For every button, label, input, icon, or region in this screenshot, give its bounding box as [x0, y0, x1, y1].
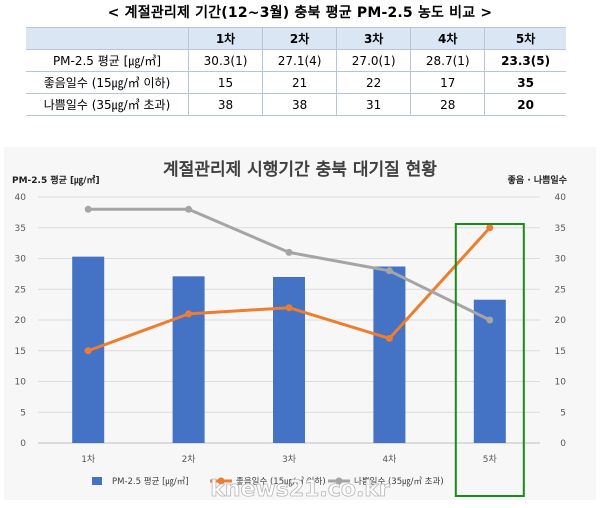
y-tick-label-right: 15 — [555, 347, 566, 357]
bar — [473, 299, 506, 443]
y-tick-label-left: 30 — [15, 255, 27, 265]
table-row: PM-2.5 평균 [㎍/㎥] 30.3(1) 27.1(4) 27.0(1) … — [26, 49, 566, 72]
line-point — [185, 310, 193, 318]
table-col-header: 2차 — [262, 27, 338, 50]
x-tick-label: 2차 — [182, 453, 197, 465]
y-tick-label-right: 20 — [555, 316, 567, 326]
bar — [172, 276, 205, 443]
table-cell: 27.0(1) — [336, 49, 412, 72]
table-cell: 30.3(1) — [187, 49, 264, 72]
chart-title: 계절관리제 시행기간 충북 대기질 현황 — [163, 159, 437, 180]
comparison-table: 1차 2차 3차 4차 5차 PM-2.5 평균 [㎍/㎥] 30.3(1) 2… — [26, 27, 566, 116]
table-cell: 28.7(1) — [410, 49, 486, 72]
line-point — [385, 334, 393, 342]
bar — [373, 266, 406, 443]
line-point — [84, 205, 92, 213]
row-label: 나쁨일수 (35㎍/㎥ 초과) — [26, 93, 189, 116]
legend-label: 나쁨일수 (35㎍/㎥ 초과) — [354, 477, 444, 487]
table-cell: 31 — [336, 93, 412, 116]
legend-label: 좋음일수 (15㎍/㎥ 이하) — [236, 476, 326, 487]
legend-swatch — [92, 477, 102, 485]
y-tick-label-right: 30 — [555, 255, 567, 265]
table-cell: 15 — [187, 71, 264, 94]
legend-label: PM-2.5 평균 [㎍/㎥] — [112, 476, 189, 487]
table-corner-cell — [26, 27, 189, 50]
table-cell: 38 — [262, 93, 338, 116]
y-tick-label-left: 0 — [20, 439, 26, 449]
table-cell: 38 — [187, 93, 264, 116]
table-col-header: 4차 — [410, 27, 486, 50]
y-tick-label-right: 10 — [555, 378, 567, 388]
line-point — [486, 224, 494, 232]
x-tick-label: 1차 — [81, 453, 96, 465]
watermark: knews21.co.kr — [210, 477, 390, 502]
left-axis-label: PM-2.5 평균 [㎍/㎥] — [12, 174, 100, 186]
line-point — [185, 205, 193, 213]
y-tick-label-left: 20 — [15, 316, 27, 326]
x-tick-label: 3차 — [282, 453, 297, 465]
line-point — [285, 248, 293, 256]
y-tick-label-right: 5 — [560, 408, 566, 418]
highlight-box — [454, 223, 525, 497]
legend-swatch-marker — [335, 477, 343, 485]
table-cell: 20 — [484, 93, 566, 116]
y-tick-label-right: 35 — [555, 224, 566, 234]
y-tick-label-left: 10 — [15, 378, 27, 388]
line-point — [285, 304, 293, 312]
bar — [273, 276, 305, 443]
legend-swatch-marker — [217, 477, 225, 485]
right-axis-label: 좋음 · 나쁨일수 — [508, 174, 567, 186]
table-col-header: 3차 — [336, 27, 412, 50]
y-tick-label-left: 25 — [15, 285, 26, 295]
y-tick-label-right: 40 — [555, 193, 567, 203]
table-header-row: 1차 2차 3차 4차 5차 — [26, 27, 566, 50]
y-tick-label-left: 35 — [15, 224, 26, 234]
x-tick-label: 5차 — [483, 453, 498, 465]
table-cell: 23.3(5) — [484, 49, 566, 72]
x-tick-label: 4차 — [382, 453, 397, 465]
line-point — [385, 267, 393, 275]
y-tick-label-left: 5 — [20, 408, 26, 418]
y-tick-label-left: 40 — [15, 193, 27, 203]
page-heading: < 계절관리제 기간(12~3월) 충북 평균 PM-2.5 농도 비교 > — [107, 5, 493, 21]
y-tick-label-left: 15 — [15, 347, 26, 357]
line-point — [84, 347, 92, 355]
line-point — [486, 316, 494, 324]
y-tick-label-right: 0 — [560, 439, 566, 449]
table-row: 나쁨일수 (35㎍/㎥ 초과) 38 38 31 28 20 — [26, 93, 566, 116]
y-tick-label-right: 25 — [555, 285, 566, 295]
